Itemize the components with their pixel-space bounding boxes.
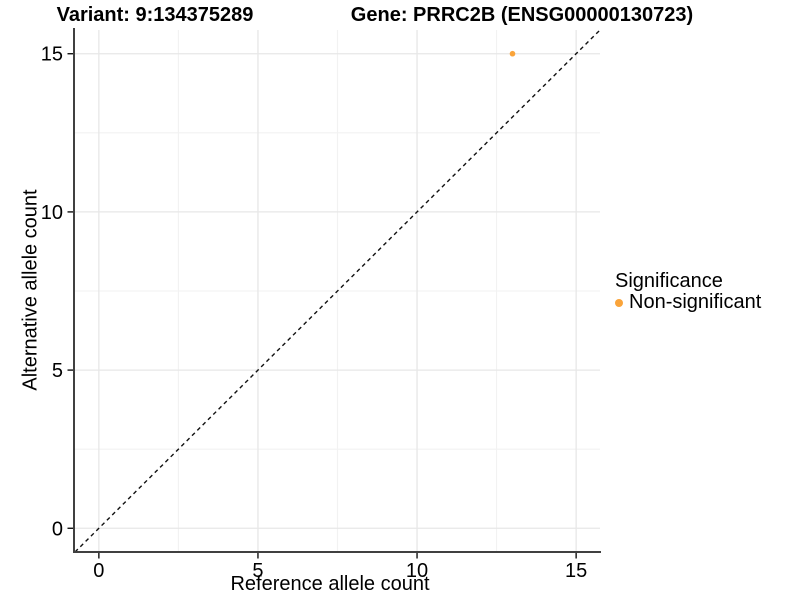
legend-items: Non-significant [615, 292, 761, 313]
y-tick-label: 10 [41, 202, 63, 224]
x-tick-label: 10 [406, 560, 428, 582]
legend: Significance Non-significant [615, 270, 761, 313]
y-axis-title: Alternative allele count [19, 189, 42, 391]
plot-title-gene: Gene: PRRC2B (ENSG00000130723) [350, 4, 694, 26]
legend-item: Non-significant [615, 292, 761, 313]
x-tick-label: 0 [93, 560, 104, 582]
y-tick-label: 0 [52, 518, 63, 540]
legend-item-label: Non-significant [629, 291, 762, 313]
y-tick-label: 5 [52, 360, 63, 382]
identity-dashed-line [74, 29, 601, 553]
data-point [509, 50, 516, 57]
x-tick-label: 15 [565, 560, 587, 582]
legend-title: Significance [615, 270, 723, 292]
x-axis-title: Reference allele count [230, 573, 430, 595]
plot-title-variant: Variant: 9:134375289 [56, 4, 254, 26]
x-tick-label: 5 [252, 560, 263, 582]
legend-point-icon [615, 298, 623, 307]
y-tick-label: 15 [41, 44, 63, 66]
